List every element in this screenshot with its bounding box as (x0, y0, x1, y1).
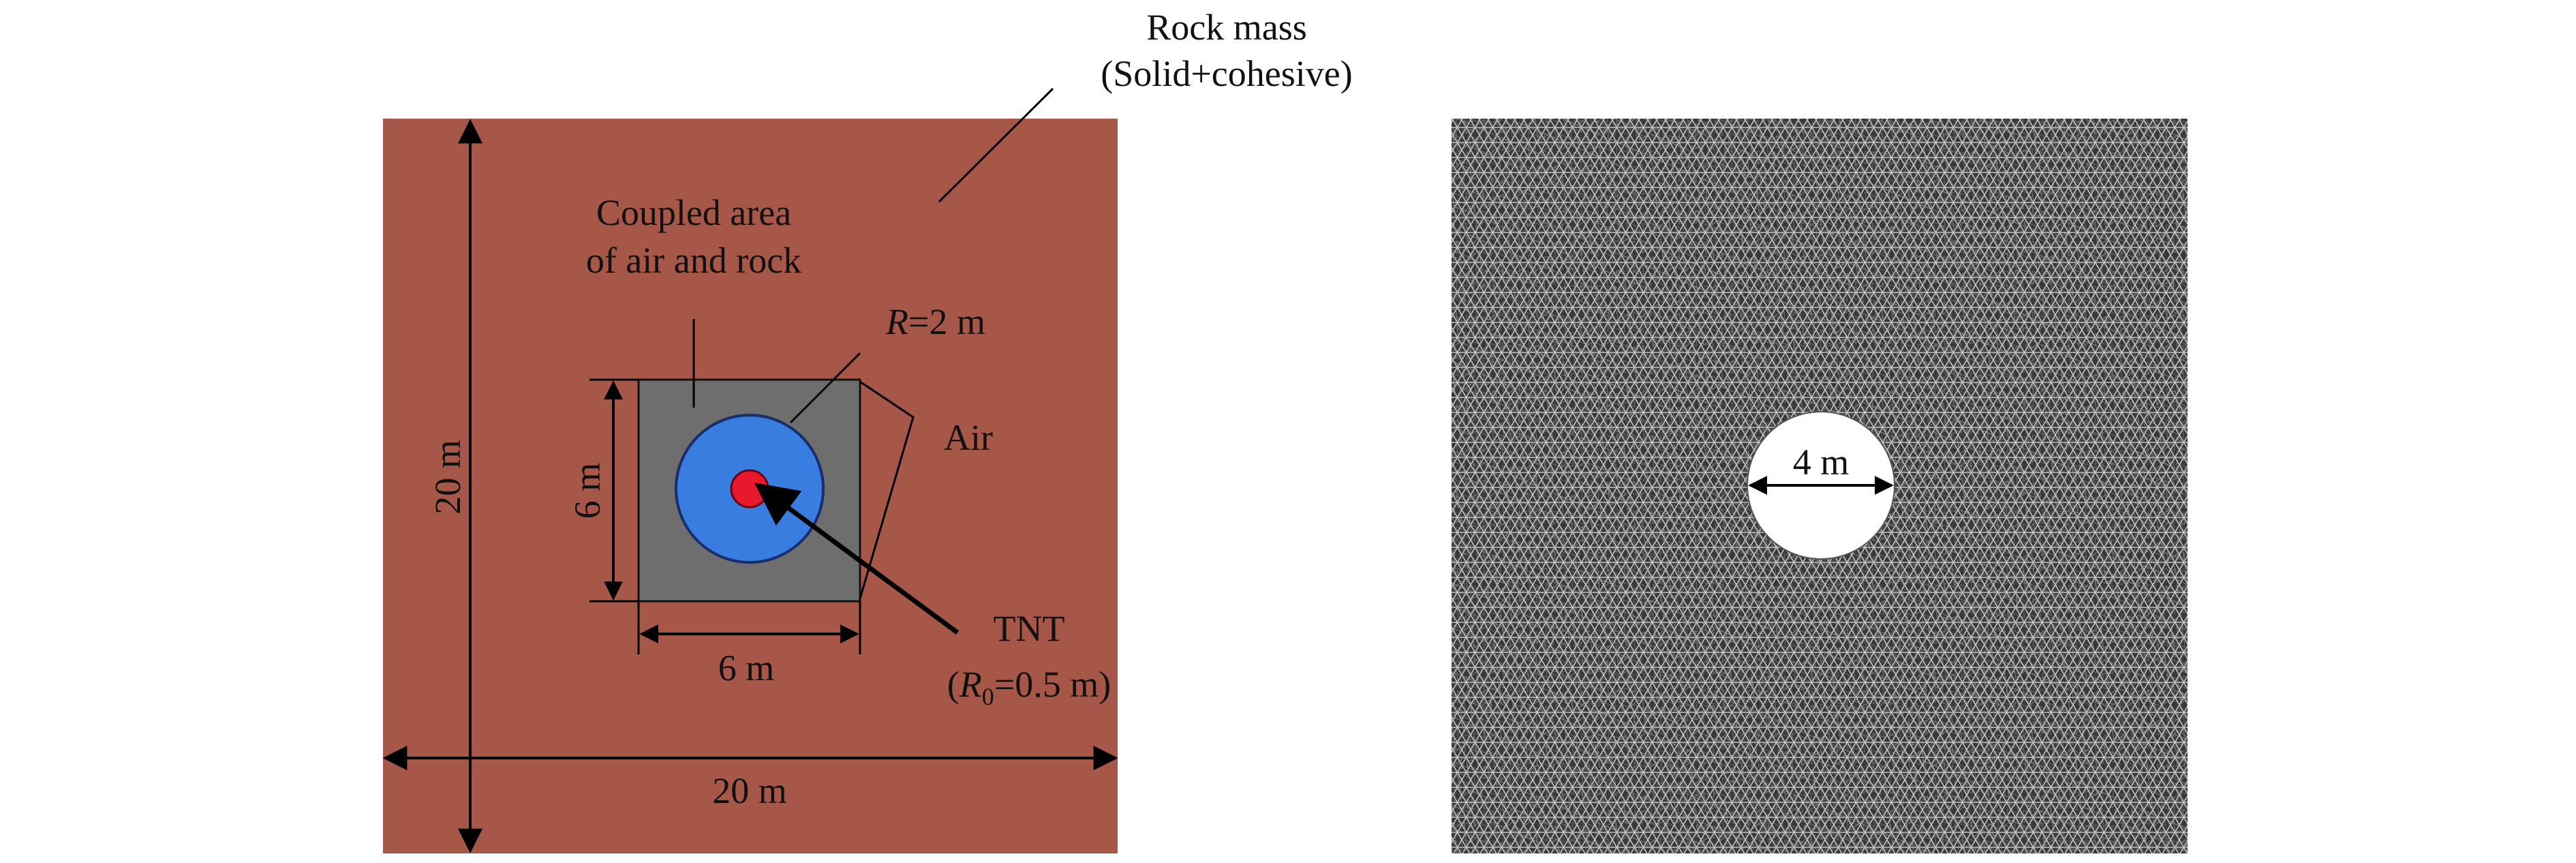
rock-mass-sublabel: (Solid+cohesive) (1101, 53, 1352, 94)
coupled-area-label: Coupled area (596, 192, 791, 233)
model-schematic: 20 m 20 m 6 m 6 m Rock mass (Solid+cohes… (382, 7, 1353, 853)
tnt-label: TNT (994, 608, 1065, 649)
dimension-height-outer-label: 20 m (427, 440, 468, 515)
rock-mass-label: Rock mass (1146, 7, 1307, 48)
dimension-width-inner-label: 6 m (718, 648, 775, 688)
radius-leader (789, 352, 861, 424)
dimension-width-outer-label: 20 m (712, 770, 787, 811)
rock-mass-leader (938, 87, 1054, 203)
tnt-radius-label: (R0=0.5 m) (947, 664, 1111, 710)
air-leader (859, 380, 915, 599)
dimension-height-inner-label: 6 m (567, 463, 608, 519)
tnt-leader-arrow (754, 483, 960, 635)
air-label: Air (944, 417, 993, 458)
coupled-area-sublabel: of air and rock (586, 240, 801, 281)
hole-diameter-label: 4 m (1793, 442, 1850, 483)
radius-label: R=2 m (885, 301, 985, 342)
mesh-panel: 4 m (1452, 119, 2188, 853)
